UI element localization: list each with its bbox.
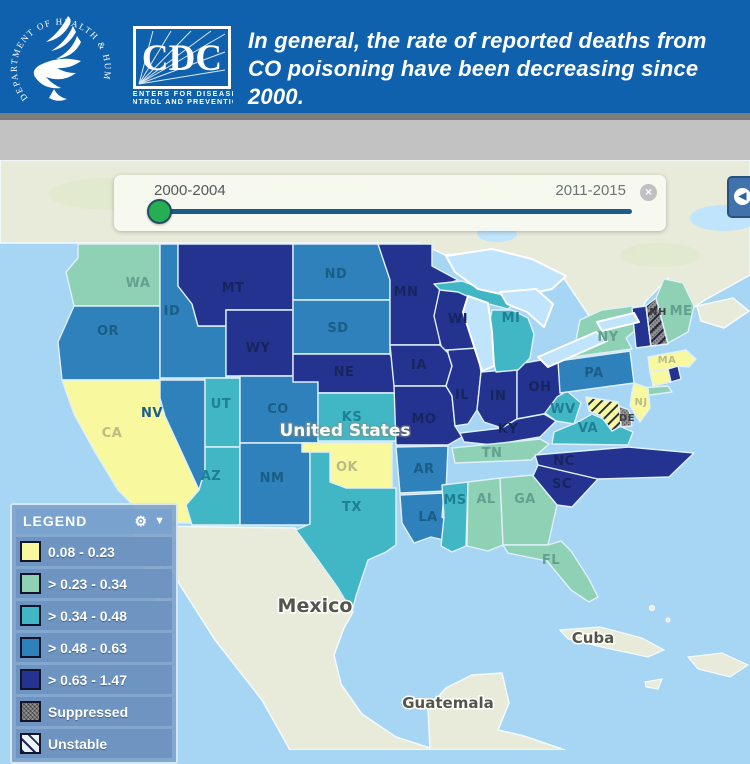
panel-collapse-button[interactable]: ◀ bbox=[727, 176, 750, 218]
headline-line2: CO poisoning have been decreasing since … bbox=[248, 56, 699, 109]
gear-icon[interactable]: ⚙ bbox=[134, 513, 148, 529]
slider-handle[interactable] bbox=[147, 199, 172, 224]
legend-title: LEGEND bbox=[23, 513, 88, 529]
hhs-logo: DEPARTMENT OF HEALTH & HUMAN SERVICES · … bbox=[6, 2, 111, 103]
headline: In general, the rate of reported deaths … bbox=[248, 27, 750, 111]
state-MA[interactable] bbox=[647, 349, 697, 373]
legend-item-label: Suppressed bbox=[48, 703, 129, 720]
state-WY[interactable] bbox=[225, 309, 294, 377]
state-OR[interactable] bbox=[57, 305, 161, 381]
headline-line1: In general, the rate of reported deaths … bbox=[248, 28, 707, 53]
nova-scotia-land bbox=[696, 297, 750, 329]
legend-item: Unstable bbox=[16, 729, 172, 758]
legend-item: Suppressed bbox=[16, 697, 172, 726]
great-lakes bbox=[445, 248, 640, 372]
lake-michigan bbox=[462, 295, 495, 372]
state-NM[interactable] bbox=[239, 442, 311, 526]
state-UT[interactable] bbox=[204, 377, 241, 448]
lake-ontario bbox=[596, 312, 640, 332]
state-GA[interactable] bbox=[499, 474, 558, 546]
legend-header[interactable]: LEGEND ⚙ ▼ bbox=[16, 509, 172, 534]
slider-track[interactable] bbox=[158, 209, 632, 214]
legend-item-label: > 0.48 - 0.63 bbox=[48, 639, 128, 656]
state-ND[interactable] bbox=[292, 243, 391, 301]
cuba-island bbox=[558, 626, 666, 658]
chevron-down-icon[interactable]: ▼ bbox=[154, 515, 166, 527]
slider-start-label: 2000-2004 bbox=[154, 182, 226, 199]
state-NC[interactable] bbox=[534, 446, 695, 480]
legend-item: > 0.34 - 0.48 bbox=[16, 601, 172, 630]
caribbean-islands bbox=[558, 604, 750, 690]
state-AR[interactable] bbox=[395, 445, 449, 494]
legend-item-label: Unstable bbox=[48, 735, 108, 752]
state-FL[interactable] bbox=[502, 540, 599, 603]
legend-item: > 0.23 - 0.34 bbox=[16, 569, 172, 598]
legend-swatch bbox=[20, 701, 41, 722]
lake-huron bbox=[499, 288, 554, 328]
cdc-acronym: CDC bbox=[142, 38, 222, 79]
legend-swatch bbox=[20, 541, 41, 562]
legend-item: > 0.63 - 1.47 bbox=[16, 665, 172, 694]
state-SD[interactable] bbox=[292, 299, 391, 355]
legend-item-label: > 0.34 - 0.48 bbox=[48, 607, 128, 624]
legend-item-label: > 0.63 - 1.47 bbox=[48, 671, 128, 688]
state-IN[interactable] bbox=[476, 368, 518, 429]
legend-swatch bbox=[20, 669, 41, 690]
app-header: DEPARTMENT OF HEALTH & HUMAN SERVICES · … bbox=[0, 0, 750, 113]
legend-swatch bbox=[20, 605, 41, 626]
legend-item-label: 0.08 - 0.23 bbox=[48, 543, 115, 560]
legend-panel: LEGEND ⚙ ▼ 0.08 - 0.23 > 0.23 - 0.34 > 0… bbox=[10, 503, 178, 764]
cdc-name-line2: CONTROL AND PREVENTION bbox=[133, 97, 233, 106]
state-KS[interactable] bbox=[317, 392, 399, 442]
state-NJ[interactable] bbox=[629, 382, 651, 423]
slider-end-label: 2011-2015 bbox=[555, 182, 626, 199]
time-slider-panel: 2000-2004 2011-2015 × bbox=[114, 175, 666, 231]
legend-swatch bbox=[20, 637, 41, 658]
state-AL[interactable] bbox=[466, 477, 504, 552]
hhs-eagle-icon bbox=[33, 16, 81, 101]
hispaniola-island bbox=[686, 652, 750, 678]
jamaica-island bbox=[644, 678, 663, 690]
collapse-arrow-icon: ◀ bbox=[734, 188, 750, 205]
legend-item-label: > 0.23 - 0.34 bbox=[48, 575, 128, 592]
legend-swatch bbox=[20, 733, 41, 754]
state-WV[interactable] bbox=[544, 390, 582, 425]
lake-superior bbox=[445, 248, 567, 298]
state-TX[interactable] bbox=[295, 451, 397, 613]
toolbar-strip-dark bbox=[0, 113, 750, 120]
state-MS[interactable] bbox=[440, 481, 469, 553]
legend-swatch bbox=[20, 573, 41, 594]
state-TN[interactable] bbox=[451, 438, 550, 464]
state-CO[interactable] bbox=[239, 375, 319, 444]
cdc-logo-rays-icon bbox=[138, 30, 226, 85]
lake-erie bbox=[537, 331, 608, 368]
state-IA[interactable] bbox=[389, 344, 453, 387]
legend-item: 0.08 - 0.23 bbox=[16, 537, 172, 566]
close-icon[interactable]: × bbox=[640, 184, 657, 201]
toolbar-strip bbox=[0, 120, 750, 160]
legend-item: > 0.48 - 0.63 bbox=[16, 633, 172, 662]
state-WA[interactable] bbox=[65, 243, 161, 307]
